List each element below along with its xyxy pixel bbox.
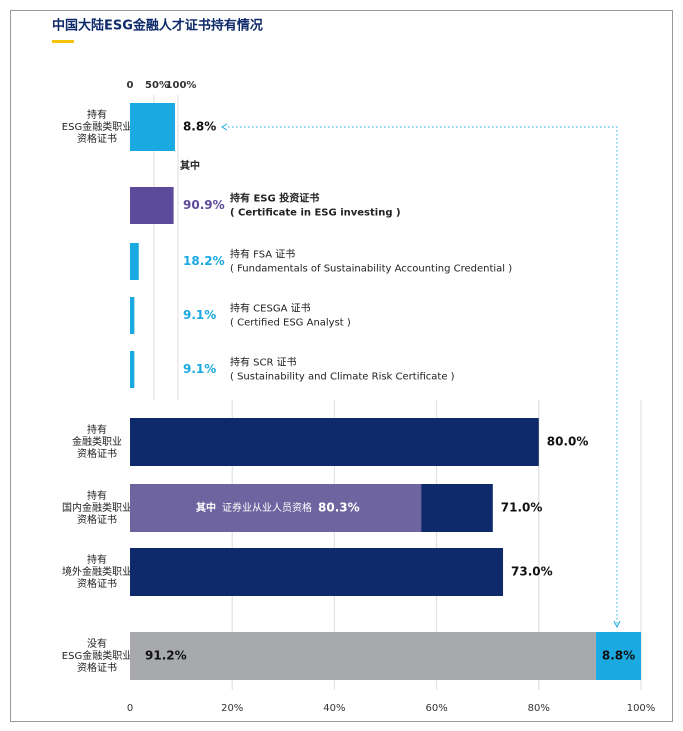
- row-label: 金融类职业: [72, 435, 122, 448]
- inset-value-label: 9.1%: [183, 362, 216, 376]
- inset-tick-label: 0: [127, 80, 134, 91]
- row-label: 没有: [87, 637, 107, 650]
- x-tick-label: 0: [127, 703, 133, 714]
- bar: [596, 632, 641, 680]
- value-label: 73.0%: [511, 565, 553, 579]
- x-tick-label: 40%: [323, 703, 345, 714]
- row-label: 资格证书: [77, 447, 117, 460]
- row-label: ESG金融类职业: [62, 120, 132, 133]
- bar: [130, 548, 504, 596]
- connector-line: [228, 126, 618, 624]
- bar: [130, 632, 597, 680]
- inset-sublabel: ( Certified ESG Analyst ): [230, 318, 351, 329]
- chart-title: 中国大陆ESG金融人才证书持有情况: [52, 18, 263, 34]
- inset-value-label: 90.9%: [183, 198, 225, 212]
- sub-name: 其中: [196, 501, 216, 514]
- inset-value-label: 9.1%: [183, 308, 216, 322]
- row-label: 资格证书: [77, 132, 117, 145]
- value-label: 8.8%: [183, 120, 216, 134]
- inset-heading: 其中: [180, 159, 200, 172]
- value-label: 80.0%: [547, 435, 589, 449]
- inset-bar: [130, 297, 135, 334]
- row-label: 资格证书: [77, 577, 117, 590]
- row-label: 国内金融类职业: [62, 501, 132, 514]
- inset-label: 持有 SCR 证书: [230, 356, 297, 369]
- inset-bar: [130, 187, 174, 224]
- inset-label: 持有 FSA 证书: [230, 248, 295, 261]
- sub-bar: [130, 484, 422, 532]
- sub-value-label: 80.3%: [318, 501, 360, 515]
- x-tick-label: 80%: [528, 703, 550, 714]
- connector-arrow: [221, 123, 228, 131]
- bar: [130, 418, 539, 466]
- row-label: 境外金融类职业: [62, 565, 132, 578]
- inset-label: 持有 CESGA 证书: [230, 302, 311, 315]
- x-tick-label: 20%: [221, 703, 243, 714]
- x-tick-label: 100%: [627, 703, 656, 714]
- row-label: 持有: [87, 553, 107, 566]
- inset-label: 持有 ESG 投资证书: [230, 192, 319, 205]
- inset-sublabel: ( Certificate in ESG investing ): [230, 208, 401, 219]
- value-label: 71.0%: [501, 501, 543, 515]
- value-label: 91.2%: [145, 649, 187, 663]
- inset-sublabel: ( Sustainability and Climate Risk Certif…: [230, 372, 455, 383]
- frame: [10, 10, 673, 722]
- connector: [221, 123, 621, 629]
- row-label: 持有: [87, 489, 107, 502]
- connector-arrow: [613, 620, 621, 629]
- bar: [130, 103, 175, 151]
- row-label: 持有: [87, 423, 107, 436]
- title-underline: [52, 40, 74, 43]
- row-label: 资格证书: [77, 661, 117, 674]
- inset-tick-label: 100%: [166, 80, 197, 91]
- x-tick-label: 60%: [425, 703, 447, 714]
- inset-bar: [130, 243, 139, 280]
- value-label: 8.8%: [602, 649, 635, 663]
- row-label: ESG金融类职业: [62, 649, 132, 662]
- sub-label: 证券业从业人员资格: [222, 501, 312, 514]
- inset-bar: [130, 351, 135, 388]
- row-label: 持有: [87, 108, 107, 121]
- inset-value-label: 18.2%: [183, 254, 225, 268]
- inset-tick-label: 50%: [145, 80, 169, 91]
- row-label: 资格证书: [77, 513, 117, 526]
- inset-sublabel: ( Fundamentals of Sustainability Account…: [230, 264, 512, 275]
